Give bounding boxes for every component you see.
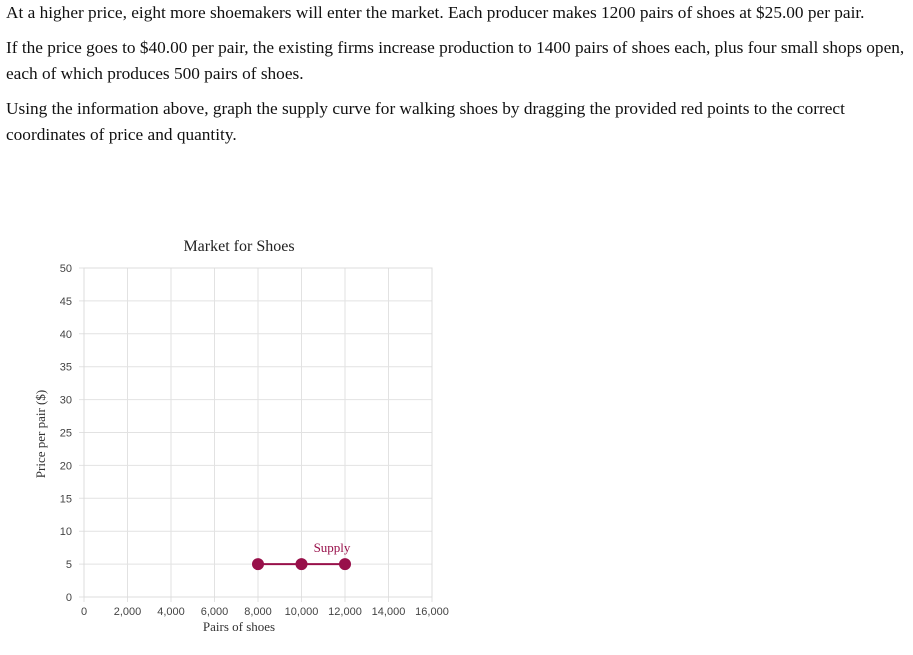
grid-layer — [79, 267, 433, 602]
x-tick-label: 10,000 — [285, 606, 319, 618]
question-text: At a higher price, eight more shoemakers… — [6, 0, 906, 157]
supply-point-2[interactable] — [295, 558, 308, 571]
supply-chart[interactable]: 0 5 10 15 20 25 30 35 40 45 50 0 2,000 4,000 6,000 8,00… — [0, 225, 913, 650]
x-axis-label: Pairs of shoes — [203, 619, 275, 634]
x-tick-label: 8,000 — [244, 606, 272, 618]
x-tick-label: 4,000 — [157, 606, 185, 618]
y-tick-label: 35 — [60, 362, 72, 374]
y-tick-label: 0 — [66, 592, 72, 604]
y-tick-label: 15 — [60, 493, 72, 505]
y-tick-label: 40 — [60, 329, 72, 341]
y-axis-label: Price per pair ($) — [33, 390, 48, 478]
x-tick-label: 16,000 — [415, 606, 449, 618]
y-tick-label: 25 — [60, 428, 72, 440]
x-tick-label: 0 — [81, 606, 87, 618]
series-layer[interactable]: Supply — [252, 540, 351, 571]
x-tick-label: 14,000 — [372, 606, 406, 618]
supply-point-3[interactable] — [339, 558, 351, 571]
y-tick-label: 10 — [60, 526, 72, 538]
plot-border — [83, 267, 433, 598]
y-tick-label: 20 — [60, 460, 72, 472]
y-tick-label: 50 — [60, 263, 72, 275]
x-tick-label: 6,000 — [201, 606, 229, 618]
y-tick-label: 30 — [60, 395, 72, 407]
x-tick-label: 12,000 — [328, 606, 362, 618]
y-tick-label: 45 — [60, 296, 72, 308]
question-paragraph-3: Using the information above, graph the s… — [6, 99, 845, 144]
question-paragraph-2: If the price goes to $40.00 per pair, th… — [6, 38, 905, 83]
supply-point-1[interactable] — [252, 558, 264, 571]
question-paragraph-1: At a higher price, eight more shoemakers… — [6, 3, 865, 22]
x-tick-label: 2,000 — [114, 606, 142, 618]
axis-layer: 0 5 10 15 20 25 30 35 40 45 50 0 2,000 4,000 6,000 8,00… — [60, 263, 449, 618]
chart-svg[interactable]: 0 5 10 15 20 25 30 35 40 45 50 0 2,000 4,000 6,000 8,00… — [0, 225, 913, 650]
chart-title: Market for Shoes — [183, 238, 294, 255]
supply-series-label: Supply — [314, 540, 351, 555]
y-tick-label: 5 — [66, 559, 72, 571]
